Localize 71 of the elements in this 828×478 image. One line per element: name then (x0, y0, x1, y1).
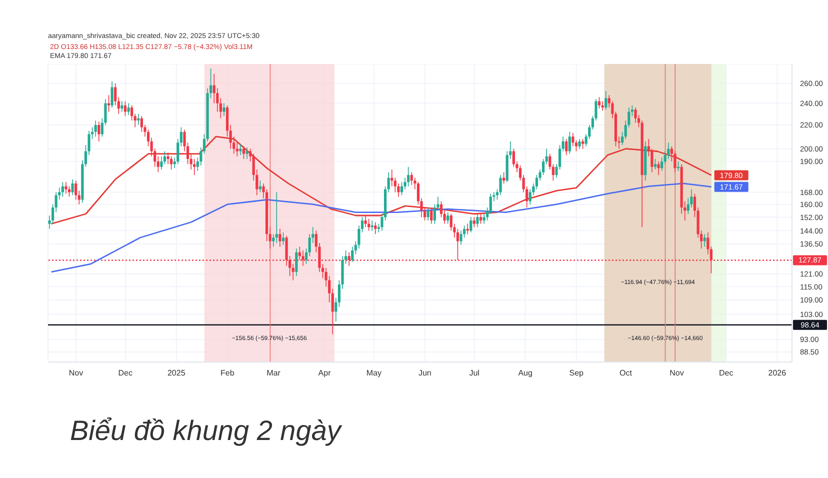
candlestick (374, 222, 377, 235)
candlestick (601, 100, 604, 112)
candlestick (400, 182, 404, 196)
candlestick (351, 246, 354, 262)
x-tick-label: Feb (220, 368, 235, 378)
candlestick (703, 234, 706, 248)
x-tick-label: Apr (318, 368, 332, 378)
candlestick (98, 121, 100, 142)
candlestick (657, 161, 660, 176)
candlestick (407, 166, 410, 187)
x-tick-label: Dec (719, 368, 734, 378)
candlestick (160, 156, 163, 170)
x-tick-label: 2026 (768, 368, 787, 378)
candlestick (654, 158, 657, 170)
x-tick-label: Oct (620, 368, 633, 378)
candlestick (470, 216, 472, 233)
x-tick-label: Nov (670, 368, 684, 378)
candlestick (604, 90, 608, 110)
candlestick (282, 232, 285, 246)
x-tick-label: Jun (418, 368, 432, 378)
line-series (50, 182, 712, 273)
candlestick (120, 100, 124, 112)
candlestick (156, 156, 160, 173)
candlestick (578, 138, 581, 150)
candlestick (140, 116, 143, 132)
x-tick-label: May (366, 368, 382, 378)
candlestick (479, 213, 482, 224)
candlestick (272, 234, 275, 248)
text: Biểu đồ khung 2 ngày (70, 415, 341, 447)
candlestick (246, 147, 248, 160)
x-tick-label: Dec (118, 368, 132, 378)
candlestick (582, 138, 584, 150)
candlestick (364, 215, 367, 228)
candlestick (295, 248, 298, 276)
candlestick (127, 102, 130, 116)
candlestick (61, 182, 64, 198)
candlestick (572, 132, 574, 147)
candlestick (598, 96, 601, 109)
candlestick (446, 212, 450, 224)
candlestick (124, 100, 127, 116)
x-tick-label: Aug (518, 368, 532, 378)
candlestick (476, 213, 479, 228)
candlestick (410, 172, 413, 186)
candlestick (565, 138, 568, 156)
candlestick (110, 81, 114, 108)
candlestick (275, 192, 278, 244)
candlestick (64, 182, 68, 194)
x-tick-label: Sep (569, 368, 584, 378)
candlestick (278, 228, 282, 248)
candlestick (292, 263, 294, 281)
candlestick (68, 186, 71, 198)
x-tick-label: 2025 (167, 368, 186, 378)
x-tick-label: Jul (469, 368, 480, 378)
candlestick (242, 146, 246, 160)
candlestick (94, 120, 97, 137)
candlestick (107, 94, 110, 112)
candlestick (71, 178, 74, 196)
candlestick (239, 143, 242, 156)
candlestick (170, 156, 173, 170)
candlestick (499, 174, 502, 196)
candlestick (74, 180, 78, 200)
candlestick (568, 131, 571, 154)
x-tick-label: Nov (68, 368, 84, 378)
candlestick (472, 216, 476, 228)
candlestick (634, 107, 637, 124)
candlestick (222, 102, 226, 116)
x-tick-label: Mar (266, 368, 281, 378)
candlestick (430, 208, 433, 224)
candlestick (489, 193, 492, 214)
candlestick (426, 207, 430, 221)
candlestick (674, 150, 676, 173)
